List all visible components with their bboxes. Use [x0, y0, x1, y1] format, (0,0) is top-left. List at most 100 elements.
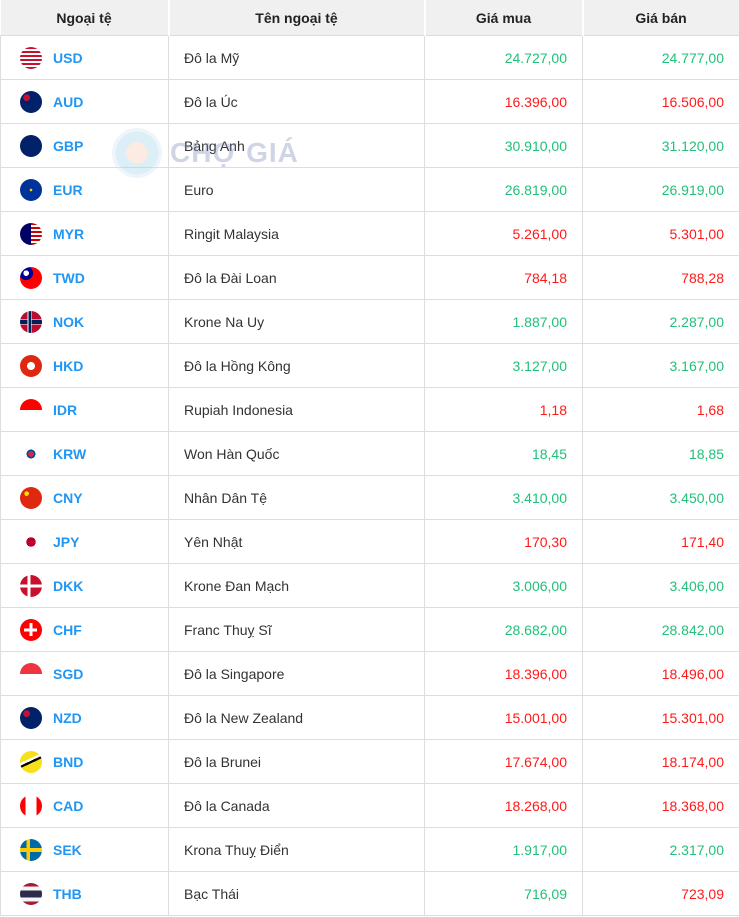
currency-code[interactable]: CHF [53, 621, 82, 638]
currency-name: Krone Đan Mạch [168, 563, 425, 608]
currency-code[interactable]: MYR [53, 225, 85, 242]
currency-code[interactable]: BND [53, 753, 84, 770]
sell-price: 2.287,00 [582, 299, 739, 344]
table-row: JPY Yên Nhật 170,30 171,40 [0, 519, 739, 564]
sell-price: 788,28 [582, 255, 739, 300]
buy-price: 3.006,00 [424, 563, 583, 608]
currency-code[interactable]: CAD [53, 797, 84, 814]
buy-price: 5.261,00 [424, 211, 583, 256]
currency-code[interactable]: THB [53, 885, 82, 902]
currency-name: Bảng Anh [168, 123, 425, 168]
currency-code[interactable]: SEK [53, 841, 82, 858]
sell-price: 26.919,00 [582, 167, 739, 212]
ch-flag-icon [20, 618, 42, 641]
table-row: NZD Đô la New Zealand 15.001,00 15.301,0… [0, 695, 739, 740]
bn-flag-icon [20, 750, 42, 773]
currency-cell: NZD [0, 695, 169, 740]
currency-code[interactable]: NZD [53, 709, 82, 726]
ca-flag-icon [20, 794, 42, 817]
currency-name: Đô la Đài Loan [168, 255, 425, 300]
sell-price: 15.301,00 [582, 695, 739, 740]
buy-price: 17.674,00 [424, 739, 583, 784]
currency-name: Đô la Mỹ [168, 35, 425, 80]
currency-cell: SGD [0, 651, 169, 696]
sell-price: 1,68 [582, 387, 739, 432]
currency-code[interactable]: IDR [53, 401, 78, 418]
currency-cell: HKD [0, 343, 169, 388]
buy-price: 3.127,00 [424, 343, 583, 388]
currency-cell: MYR [0, 211, 169, 256]
sell-price: 28.842,00 [582, 607, 739, 652]
currency-cell: SEK [0, 827, 169, 872]
currency-name: Krone Na Uy [168, 299, 425, 344]
currency-cell: AUD [0, 79, 169, 124]
currency-cell: TWD [0, 255, 169, 300]
currency-code[interactable]: HKD [53, 357, 84, 374]
header-name: Tên ngoại tệ [168, 0, 426, 36]
currency-name: Won Hàn Quốc [168, 431, 425, 476]
currency-name: Nhân Dân Tệ [168, 475, 425, 520]
currency-name: Ringit Malaysia [168, 211, 425, 256]
currency-cell: KRW [0, 431, 169, 476]
buy-price: 3.410,00 [424, 475, 583, 520]
table-row: NOK Krone Na Uy 1.887,00 2.287,00 [0, 299, 739, 344]
table-row: USD Đô la Mỹ 24.727,00 24.777,00 [0, 35, 739, 80]
id-flag-icon [20, 398, 42, 421]
sell-price: 723,09 [582, 871, 739, 916]
currency-name: Đô la New Zealand [168, 695, 425, 740]
currency-cell: CHF [0, 607, 169, 652]
table-row: SEK Krona Thuỵ Điển 1.917,00 2.317,00 [0, 827, 739, 872]
header-buy: Giá mua [424, 0, 584, 36]
sell-price: 24.777,00 [582, 35, 739, 80]
currency-name: Đô la Singapore [168, 651, 425, 696]
my-flag-icon [20, 222, 42, 245]
currency-code[interactable]: CNY [53, 489, 83, 506]
buy-price: 1.887,00 [424, 299, 583, 344]
table-row: KRW Won Hàn Quốc 18,45 18,85 [0, 431, 739, 476]
currency-code[interactable]: USD [53, 49, 83, 66]
sell-price: 5.301,00 [582, 211, 739, 256]
header-code: Ngoại tệ [0, 0, 170, 36]
table-row: THB Bạc Thái 716,09 723,09 [0, 871, 739, 916]
currency-code[interactable]: KRW [53, 445, 87, 462]
sell-price: 31.120,00 [582, 123, 739, 168]
currency-code[interactable]: JPY [53, 533, 80, 550]
currency-cell: THB [0, 871, 169, 916]
buy-price: 16.396,00 [424, 79, 583, 124]
sell-price: 18,85 [582, 431, 739, 476]
currency-name: Krona Thuỵ Điển [168, 827, 425, 872]
table-row: MYR Ringit Malaysia 5.261,00 5.301,00 [0, 211, 739, 256]
currency-name: Đô la Canada [168, 783, 425, 828]
currency-code[interactable]: GBP [53, 137, 84, 154]
buy-price: 28.682,00 [424, 607, 583, 652]
sell-price: 3.450,00 [582, 475, 739, 520]
sell-price: 3.406,00 [582, 563, 739, 608]
se-flag-icon [20, 838, 42, 861]
buy-price: 24.727,00 [424, 35, 583, 80]
jp-flag-icon [20, 530, 42, 553]
buy-price: 30.910,00 [424, 123, 583, 168]
currency-code[interactable]: AUD [53, 93, 84, 110]
eu-flag-icon [20, 178, 42, 201]
buy-price: 170,30 [424, 519, 583, 564]
currency-cell: BND [0, 739, 169, 784]
au-flag-icon [20, 90, 42, 113]
currency-cell: EUR [0, 167, 169, 212]
currency-name: Franc Thuỵ Sĩ [168, 607, 425, 652]
currency-code[interactable]: NOK [53, 313, 85, 330]
currency-code[interactable]: SGD [53, 665, 84, 682]
currency-cell: GBP [0, 123, 169, 168]
currency-name: Đô la Hồng Kông [168, 343, 425, 388]
currency-code[interactable]: DKK [53, 577, 84, 594]
currency-cell: CNY [0, 475, 169, 520]
currency-code[interactable]: TWD [53, 269, 85, 286]
buy-price: 1.917,00 [424, 827, 583, 872]
table-row: DKK Krone Đan Mạch 3.006,00 3.406,00 [0, 563, 739, 608]
currency-code[interactable]: EUR [53, 181, 83, 198]
currency-cell: JPY [0, 519, 169, 564]
currency-cell: NOK [0, 299, 169, 344]
currency-name: Đô la Brunei [168, 739, 425, 784]
buy-price: 1,18 [424, 387, 583, 432]
sell-price: 171,40 [582, 519, 739, 564]
